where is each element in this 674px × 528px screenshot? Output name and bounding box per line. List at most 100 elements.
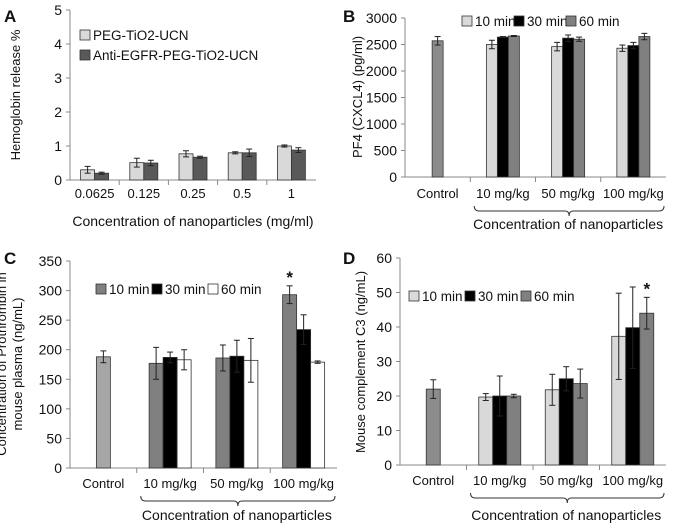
bar-10-min (215, 357, 231, 469)
legend-label: 60 min (221, 282, 262, 297)
x-axis-label: Concentration of nanoparticles (142, 507, 332, 523)
bar-30-min (296, 329, 312, 469)
legend-label: 10 min (475, 14, 516, 29)
x-tick-label: 100 mg/kg (273, 476, 334, 491)
y-tick-label: 40 (376, 319, 392, 335)
legend-swatch (408, 290, 420, 302)
bar-peg (276, 145, 292, 181)
x-tick-label: 50 mg/kg (540, 473, 593, 488)
x-tick-label: 100 mg/kg (602, 473, 663, 488)
x-tick-label: 50 mg/kg (541, 186, 594, 201)
legend-swatch (464, 290, 476, 302)
y-tick-label: 2000 (366, 63, 397, 79)
y-tick-label: 0 (54, 460, 62, 476)
y-tick-label: 10 (376, 423, 392, 439)
y-axis-label: Hemoglobin release % (8, 29, 23, 160)
x-tick-label: Control (82, 476, 124, 491)
y-tick-label: 50 (46, 430, 62, 446)
y-axis-label-line: Concentration of Prothrombin in (0, 272, 9, 456)
x-axis-label: Concentration of nanoparticles (471, 507, 661, 523)
bar-10-min (551, 46, 564, 178)
bar-60-min (573, 38, 586, 178)
bar-30-min (162, 357, 178, 469)
y-tick-label: 300 (39, 283, 63, 299)
legend-label: 30 min (527, 14, 568, 29)
bar-control (431, 40, 444, 178)
bar-30-min (229, 355, 245, 469)
y-tick-label: 0 (54, 172, 62, 188)
bar-60-min (638, 36, 651, 178)
y-axis-label: Mouse complement C3 (ng/mL) (353, 271, 368, 453)
group-brace (140, 495, 336, 507)
panel-letter: A (4, 7, 16, 26)
x-axis-label: Concentration of nanoparticles (473, 216, 663, 232)
legend-swatch (79, 49, 91, 61)
x-tick-label: 0.25 (180, 186, 205, 201)
legend-label: 60 min (579, 14, 620, 29)
bar-60-min (176, 359, 192, 469)
panel-letter: B (343, 7, 355, 26)
x-tick-label: 0.0625 (75, 186, 115, 201)
panel-d: D 0 10 20 30 40 50 60 Mouse complement C3 (ng/mL… (343, 249, 666, 523)
y-tick-label: 1 (54, 138, 62, 154)
x-axis-label: Concentration of nanoparticles (mg/ml) (72, 213, 313, 229)
y-tick-label: 500 (374, 143, 398, 159)
x-tick-label: 50 mg/kg (210, 476, 263, 491)
y-tick-label: 4 (54, 36, 62, 52)
bar-anti-egfr (290, 149, 306, 181)
bar-10-min (282, 294, 298, 469)
y-tick-label: 3000 (366, 10, 397, 26)
y-tick-label: 1000 (366, 116, 397, 132)
legend-label: 30 min (165, 282, 206, 297)
y-axis-label: Concentration of Prothrombin inmouse pla… (0, 272, 25, 456)
bar-60-min (506, 395, 522, 466)
legend-label: 10 min (422, 289, 463, 304)
panel-a: A 0 1 2 3 4 5 Hemoglobin release % 0.0625 0.125 0.… (4, 2, 316, 229)
legend-label: 30 min (478, 289, 519, 304)
legend-swatch (79, 29, 91, 41)
significance-marker: * (286, 268, 293, 287)
legend-label: PEG-TiO2-UCN (93, 28, 189, 43)
legend-label: 60 min (534, 289, 575, 304)
y-tick-label: 5 (54, 2, 62, 18)
panel-letter: D (343, 249, 355, 268)
y-tick-label: 2500 (366, 37, 397, 53)
y-tick-label: 0 (384, 457, 392, 473)
y-tick-label: 200 (39, 342, 63, 358)
x-tick-label: 0.125 (128, 186, 161, 201)
y-tick-label: 0 (389, 169, 397, 185)
bar-60-min (639, 312, 655, 466)
x-tick-label: 10 mg/kg (473, 473, 526, 488)
legend-swatch (461, 15, 473, 27)
legend-swatch (207, 283, 219, 295)
y-tick-label: 3 (54, 70, 62, 86)
legend-swatch (513, 15, 525, 27)
bar-10-min (478, 396, 494, 466)
legend-label: 10 min (109, 282, 150, 297)
bar-30-min (558, 378, 574, 466)
y-tick-label: 150 (39, 371, 63, 387)
significance-marker: * (643, 279, 650, 298)
legend-swatch (95, 283, 107, 295)
y-tick-label: 250 (39, 312, 63, 328)
bar-peg (178, 153, 194, 181)
group-brace (473, 205, 665, 217)
x-tick-label: 10 mg/kg (476, 186, 529, 201)
y-axis-label-line: mouse plasma (ng/mL) (10, 298, 25, 431)
bar-anti-egfr (192, 156, 208, 181)
bar-60-min (310, 361, 326, 469)
group-brace (470, 492, 665, 504)
x-tick-label: 0.5 (233, 186, 251, 201)
bar-60-min (507, 35, 520, 178)
bar-10-min (616, 47, 629, 178)
bar-control (425, 388, 441, 466)
legend-swatch (565, 15, 577, 27)
y-tick-label: 20 (376, 388, 392, 404)
legend-swatch (151, 283, 163, 295)
legend-swatch (520, 290, 532, 302)
y-tick-label: 1500 (366, 90, 397, 106)
y-axis-label: PF4 (CXCL4) (pg/ml) (350, 36, 365, 158)
bar-peg (227, 152, 243, 181)
x-tick-label: Control (412, 473, 454, 488)
